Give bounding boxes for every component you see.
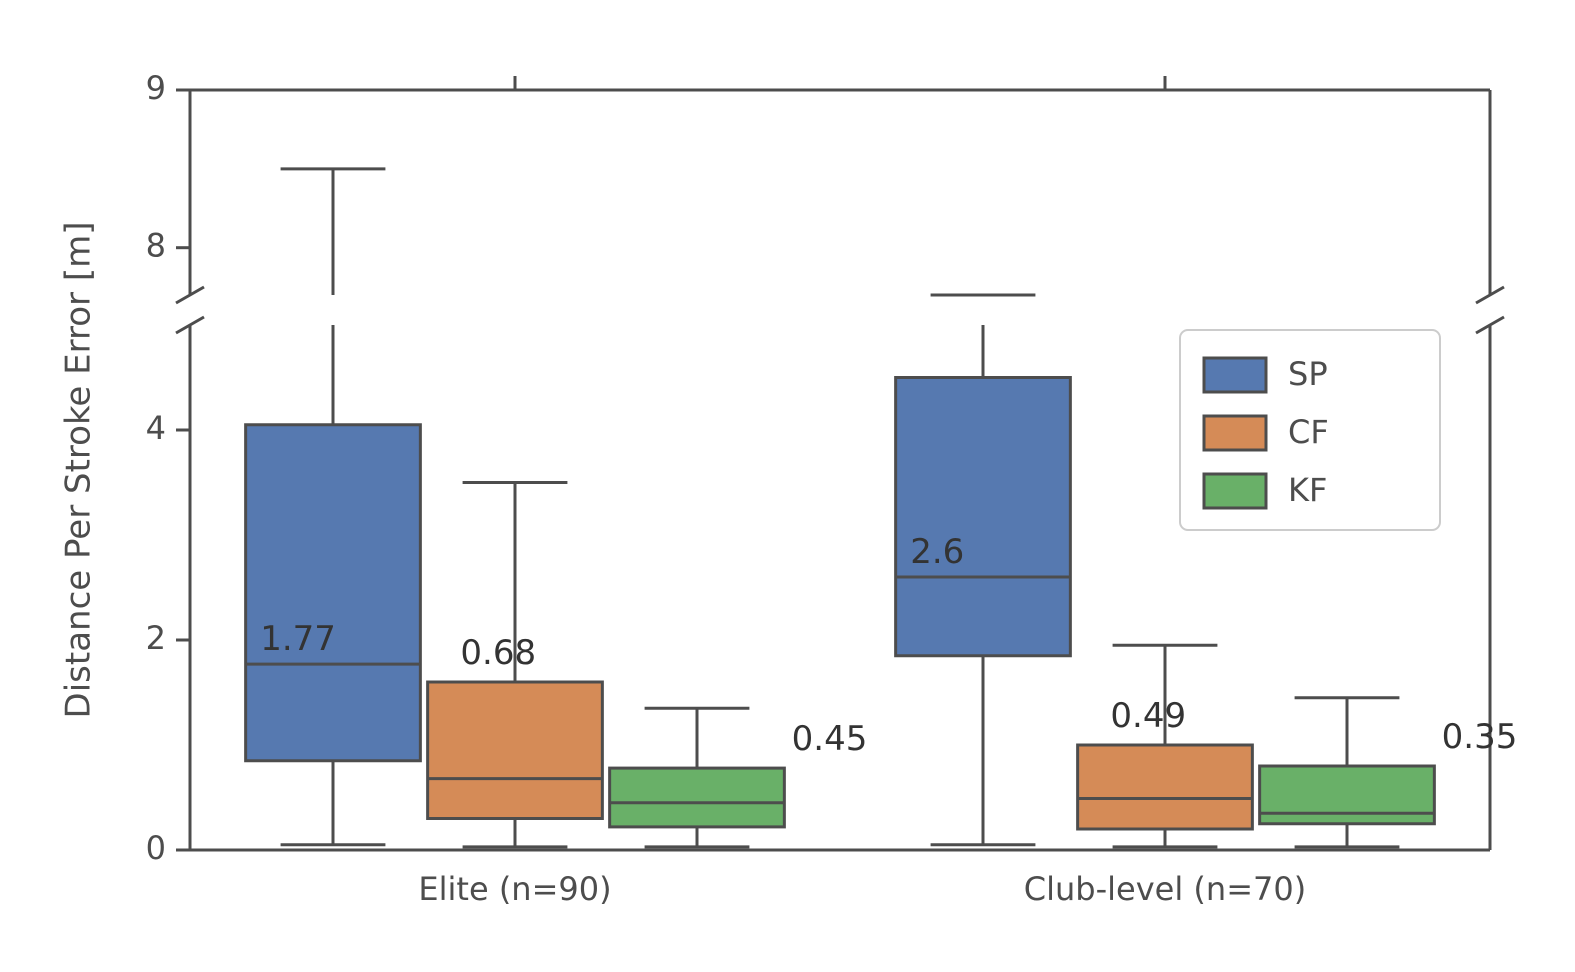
box-SP bbox=[246, 425, 421, 761]
median-annotation-CF: 0.68 bbox=[460, 633, 536, 673]
median-annotation-KF: 0.45 bbox=[792, 719, 868, 759]
boxplot-chart: 0 2 4 8 9 Distance Per Stroke Error [m] Elite … bbox=[0, 0, 1575, 972]
x-group-label: Elite (n=90) bbox=[418, 870, 611, 908]
legend-swatch-CF bbox=[1204, 416, 1266, 450]
box-CF bbox=[428, 682, 603, 819]
legend-label-SP: SP bbox=[1288, 355, 1328, 393]
box-SP bbox=[896, 378, 1071, 656]
y-axis-label: Distance Per Stroke Error [m] bbox=[59, 222, 99, 719]
x-group-label: Club-level (n=70) bbox=[1024, 870, 1306, 908]
ytick-label: 0 bbox=[146, 829, 166, 867]
median-annotation-CF: 0.49 bbox=[1110, 696, 1186, 736]
legend-swatch-KF bbox=[1204, 474, 1266, 508]
box-KF bbox=[1260, 766, 1435, 824]
ytick-label: 2 bbox=[146, 619, 166, 657]
ytick-label: 8 bbox=[146, 227, 166, 265]
legend-label-CF: CF bbox=[1288, 413, 1329, 451]
median-annotation-SP: 2.6 bbox=[910, 532, 964, 572]
ytick-label: 9 bbox=[146, 69, 166, 107]
legend-label-KF: KF bbox=[1288, 471, 1327, 509]
legend-swatch-SP bbox=[1204, 358, 1266, 392]
box-KF bbox=[610, 768, 785, 827]
ytick-label: 4 bbox=[146, 409, 166, 447]
box-CF bbox=[1078, 745, 1253, 829]
median-annotation-SP: 1.77 bbox=[260, 619, 336, 659]
median-annotation-KF: 0.35 bbox=[1442, 717, 1518, 757]
